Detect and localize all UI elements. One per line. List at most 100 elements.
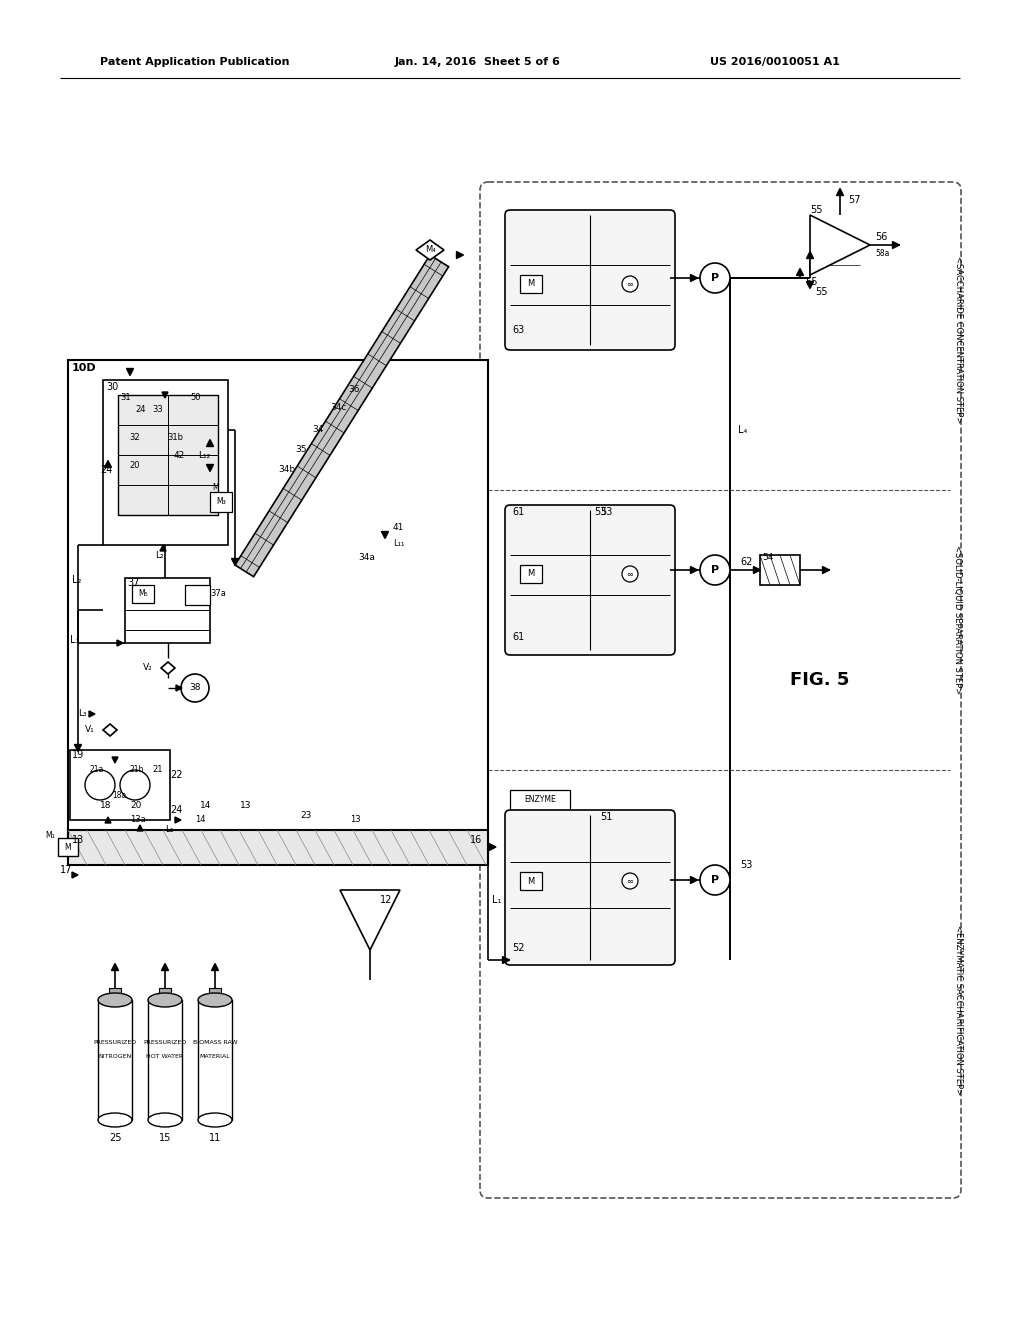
Text: 33: 33 (152, 405, 163, 414)
Bar (185, 585, 210, 605)
Text: P: P (711, 875, 719, 884)
Polygon shape (104, 461, 112, 467)
Text: 34c: 34c (330, 404, 346, 412)
Text: US 2016/0010051 A1: US 2016/0010051 A1 (710, 57, 840, 67)
Text: 18: 18 (100, 800, 112, 809)
Text: 52: 52 (512, 942, 524, 953)
Circle shape (700, 263, 730, 293)
Bar (103, 380, 228, 545)
Polygon shape (162, 392, 168, 399)
Text: 21a: 21a (90, 766, 104, 775)
Polygon shape (162, 964, 169, 970)
Ellipse shape (198, 1113, 232, 1127)
Text: 54: 54 (762, 553, 773, 562)
Polygon shape (89, 711, 95, 717)
Text: 57: 57 (848, 195, 860, 205)
Text: 53: 53 (594, 507, 606, 517)
Text: 51: 51 (600, 812, 612, 822)
Text: 53: 53 (740, 861, 753, 870)
Text: 31: 31 (120, 393, 131, 403)
Text: 24: 24 (100, 465, 113, 475)
Text: 19: 19 (72, 750, 84, 760)
Polygon shape (212, 964, 218, 970)
Bar (98, 1001, 132, 1119)
Ellipse shape (98, 1113, 132, 1127)
Text: Patent Application Publication: Patent Application Publication (100, 57, 290, 67)
Text: M: M (527, 569, 535, 578)
Bar (209, 987, 221, 1002)
Polygon shape (112, 756, 118, 763)
Bar (198, 1001, 232, 1119)
Circle shape (622, 276, 638, 292)
Polygon shape (234, 255, 449, 577)
Text: 34a: 34a (358, 553, 375, 562)
FancyBboxPatch shape (505, 506, 675, 655)
Circle shape (181, 675, 209, 702)
Text: 12: 12 (380, 895, 392, 906)
Text: 53: 53 (600, 507, 612, 517)
Text: M₄: M₄ (425, 246, 435, 255)
Text: 17: 17 (60, 865, 73, 875)
Polygon shape (797, 268, 804, 276)
Text: 14: 14 (195, 816, 205, 825)
Text: L₁₂: L₁₂ (198, 450, 210, 459)
Text: L₁₁: L₁₁ (393, 539, 404, 548)
Text: ENZYME: ENZYME (524, 796, 556, 804)
Polygon shape (690, 876, 697, 883)
Text: Jan. 14, 2016  Sheet 5 of 6: Jan. 14, 2016 Sheet 5 of 6 (395, 57, 561, 67)
Text: HOT WATER: HOT WATER (146, 1053, 183, 1059)
Ellipse shape (98, 993, 132, 1007)
Text: ∞: ∞ (627, 876, 634, 886)
Text: M₃: M₃ (216, 498, 226, 507)
Polygon shape (137, 825, 143, 832)
Text: 20: 20 (130, 461, 140, 470)
Text: PRESSURIZED: PRESSURIZED (93, 1040, 136, 1044)
Polygon shape (207, 440, 213, 446)
Text: NITROGEN: NITROGEN (98, 1053, 132, 1059)
Text: 16: 16 (470, 836, 482, 845)
Bar (109, 987, 121, 1002)
Text: PRESSURIZED: PRESSURIZED (143, 1040, 186, 1044)
Text: M: M (527, 876, 535, 886)
Polygon shape (837, 189, 844, 195)
Text: <ENZYMATIC SACCHARIFICATION STEP>: <ENZYMATIC SACCHARIFICATION STEP> (953, 925, 963, 1096)
Polygon shape (175, 817, 181, 822)
Bar (510, 789, 570, 810)
Polygon shape (176, 685, 182, 690)
Bar (68, 360, 488, 861)
Polygon shape (207, 465, 213, 471)
Polygon shape (810, 215, 870, 275)
Polygon shape (231, 558, 239, 565)
Text: MATERIAL: MATERIAL (200, 1053, 230, 1059)
Circle shape (700, 554, 730, 585)
Ellipse shape (198, 993, 232, 1007)
Text: L₃: L₃ (78, 710, 87, 718)
Text: 31b: 31b (167, 433, 183, 441)
Polygon shape (105, 817, 111, 822)
Text: 36: 36 (348, 385, 359, 395)
Bar (159, 987, 171, 1002)
Text: 14: 14 (200, 800, 211, 809)
Text: 20: 20 (130, 800, 141, 809)
Polygon shape (690, 566, 697, 573)
Polygon shape (117, 640, 123, 645)
Ellipse shape (148, 993, 182, 1007)
Circle shape (622, 566, 638, 582)
Text: 13: 13 (349, 816, 360, 825)
Polygon shape (503, 957, 510, 964)
Text: 21b: 21b (130, 766, 144, 775)
Text: L₃: L₃ (70, 635, 80, 645)
Text: L₂: L₂ (155, 550, 164, 560)
FancyBboxPatch shape (505, 810, 675, 965)
Text: 22: 22 (170, 770, 182, 780)
Polygon shape (488, 843, 496, 851)
Polygon shape (161, 663, 175, 675)
Text: L₄: L₄ (738, 425, 748, 436)
Polygon shape (807, 252, 813, 259)
FancyBboxPatch shape (480, 182, 961, 1199)
Text: ∞: ∞ (627, 280, 634, 289)
Bar (58, 838, 78, 855)
Text: L₁: L₁ (165, 825, 174, 834)
Bar (760, 554, 800, 585)
Text: 24: 24 (135, 405, 145, 414)
